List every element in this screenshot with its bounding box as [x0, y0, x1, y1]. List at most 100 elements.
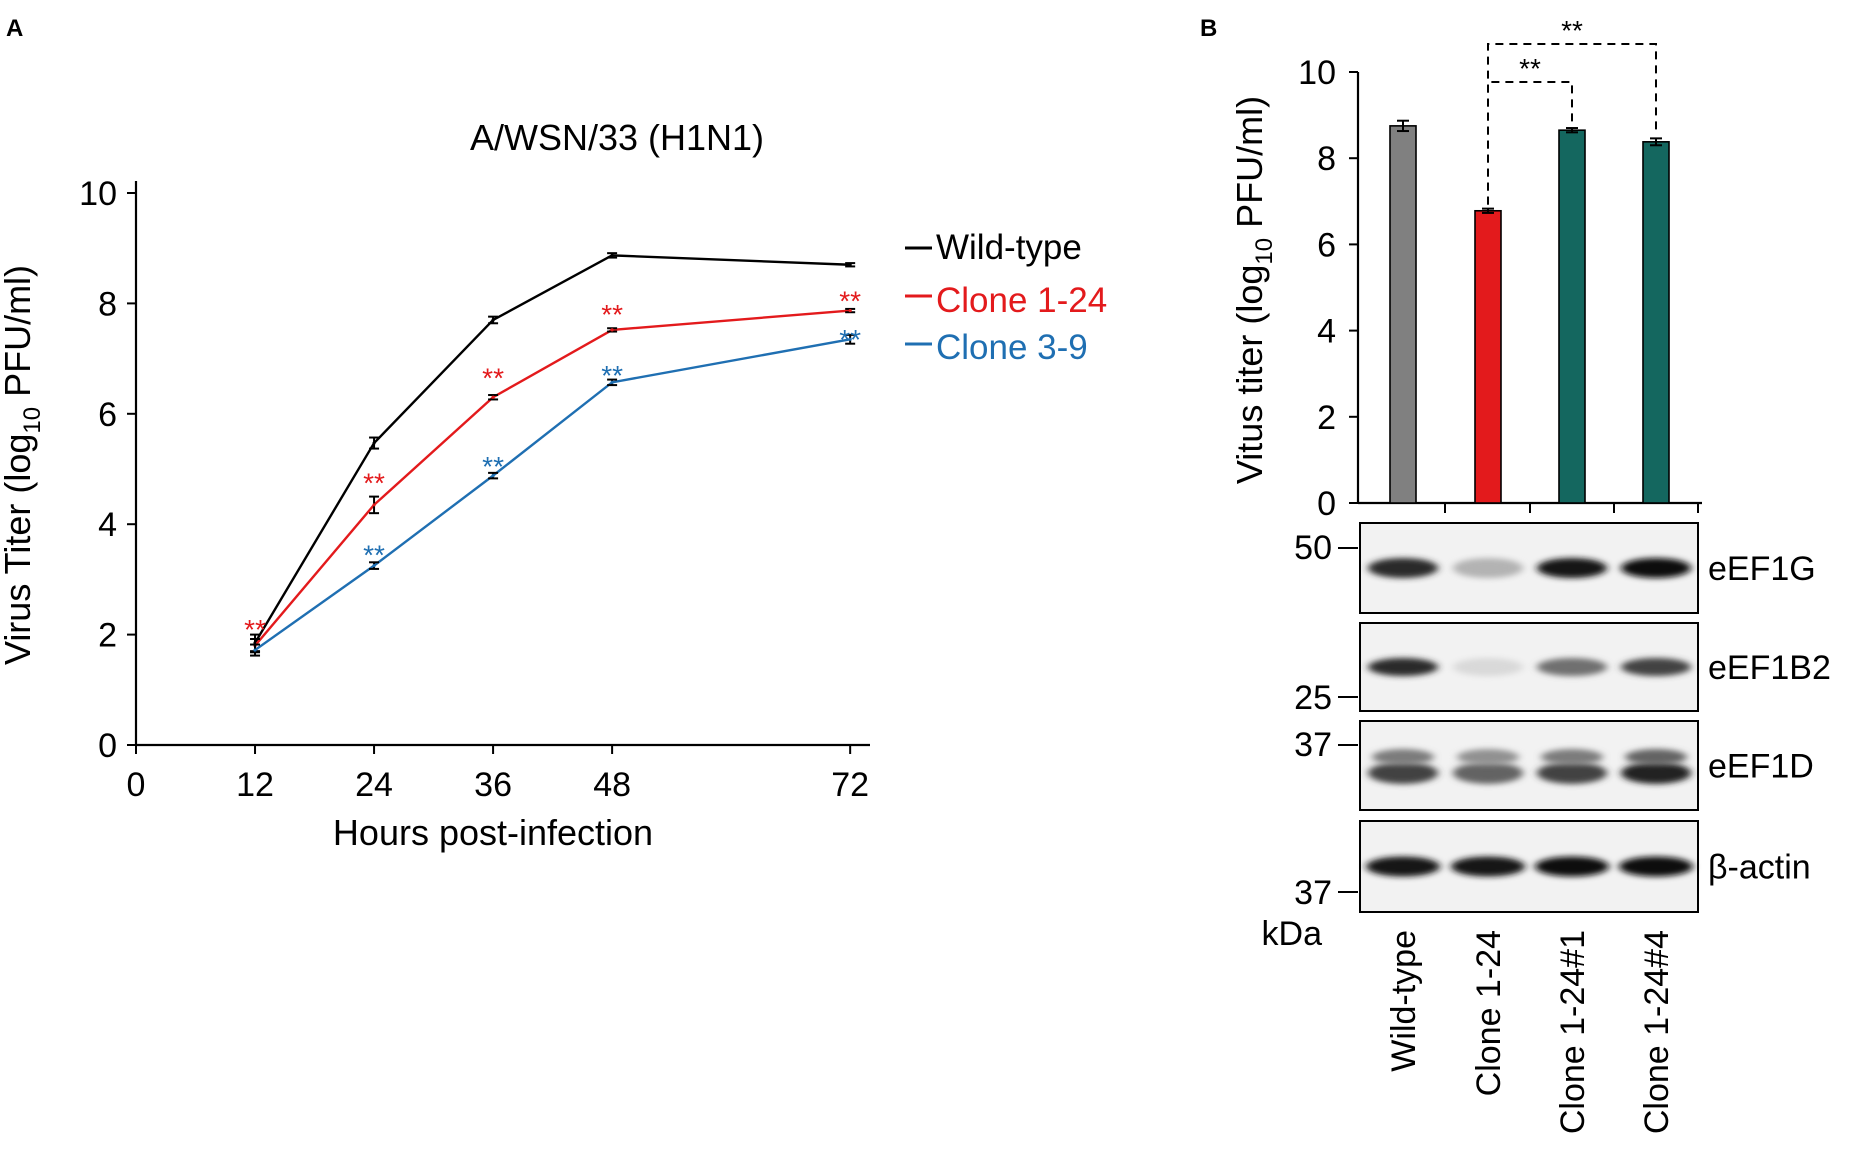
y-tick-label: 4 [1317, 313, 1336, 351]
blot-band [1368, 762, 1438, 784]
blot-band [1537, 658, 1607, 676]
blot-band [1453, 558, 1523, 578]
panel-b-significance: ** ** [1487, 15, 1657, 205]
blot-band-upper [1625, 749, 1687, 765]
panel-b-lane-labels: Wild-type Clone 1-24 Clone 1-24#1 Clone 1-2… [1385, 930, 1676, 1134]
y-tick-label: 4 [98, 506, 117, 544]
y-tick-label: 6 [98, 396, 117, 434]
panel-a-title: A/WSN/33 (H1N1) [470, 117, 764, 158]
panel-b-y-ticks: 0 2 4 6 8 10 [1298, 54, 1358, 523]
panel-a-y-ticks: 0 2 4 6 8 10 [79, 175, 136, 765]
data-point [610, 253, 614, 257]
y-tick-label: 10 [1298, 54, 1336, 92]
data-point [610, 328, 614, 332]
blot-band [1619, 856, 1693, 877]
series-line-wild-type [253, 254, 851, 644]
data-point [491, 395, 495, 399]
blot-band-upper [1372, 749, 1434, 765]
blot-band-upper [1457, 749, 1519, 765]
blot-protein-label: eEF1B2 [1708, 649, 1831, 687]
significance-marker: ** [601, 360, 623, 391]
x-tick-label: 24 [355, 766, 393, 804]
bar-clone-1-24-1 [1558, 129, 1586, 504]
y-tick-label: 2 [1317, 399, 1336, 437]
significance-bracket [1487, 43, 1657, 205]
significance-marker: ** [363, 539, 385, 570]
blot-row-actin: β-actin 37 [1294, 820, 1811, 913]
western-blot: eEF1G 50 eEF1B2 25 eEF1D 37 β-actin 37 [1294, 522, 1831, 913]
panel-b-letter: B [1200, 15, 1217, 42]
series-line-clone-1-24 [254, 309, 851, 647]
legend-label-wild-type: Wild-type [936, 228, 1082, 267]
marker-label: 37 [1294, 726, 1332, 764]
blot-row-eef1g: eEF1G 50 [1294, 522, 1816, 614]
data-point [491, 318, 495, 322]
blot-protein-label: eEF1D [1708, 748, 1814, 786]
lane-label-wild-type: Wild-type [1385, 930, 1423, 1072]
series-clone-3-9 [250, 333, 856, 657]
y-tick-label: 10 [79, 175, 117, 213]
significance-marker: ** [1519, 53, 1541, 84]
legend-label-clone-1-24: Clone 1-24 [936, 281, 1107, 320]
blot-band [1537, 762, 1607, 784]
series-clone-1-24 [250, 307, 856, 654]
panel-a-letter: A [6, 15, 23, 42]
y-tick-label: 2 [98, 617, 117, 655]
blot-protein-label: eEF1G [1708, 550, 1816, 588]
panel-a-significance: ** ** ** ** ** ** ** ** ** [244, 285, 861, 644]
x-tick-label: 72 [831, 766, 869, 804]
significance-marker: ** [244, 614, 266, 645]
blot-band [1453, 762, 1523, 784]
blot-band [1366, 856, 1440, 877]
legend-label-clone-3-9: Clone 3-9 [936, 328, 1088, 367]
blot-band-upper [1541, 749, 1603, 765]
panel-b-x-category-ticks [1444, 503, 1699, 513]
y-tick-label: 8 [1317, 140, 1336, 178]
bar-clone-1-24-4 [1642, 141, 1670, 504]
blot-band [1537, 558, 1607, 578]
panel-a-x-ticks: 0 12 24 36 48 72 [127, 745, 869, 804]
blot-band [1451, 856, 1525, 877]
lane-label-clone-1-24-1: Clone 1-24#1 [1554, 930, 1592, 1134]
blot-protein-label: β-actin [1708, 849, 1811, 887]
lane-label-clone-1-24: Clone 1-24 [1470, 930, 1508, 1096]
panel-a-x-label: Hours post-infection [333, 812, 653, 853]
blot-unit-label: kDa [1262, 915, 1323, 953]
data-point [372, 441, 376, 445]
blot-band [1621, 558, 1691, 578]
blot-band [1453, 658, 1523, 676]
data-point [253, 648, 257, 652]
y-tick-label: 0 [98, 727, 117, 765]
data-point [848, 337, 852, 341]
blot-row-eef1d: eEF1D 37 [1294, 720, 1814, 811]
x-tick-label: 12 [236, 766, 274, 804]
x-tick-label: 36 [474, 766, 512, 804]
panel-a-series [250, 252, 856, 657]
blot-band [1621, 658, 1691, 676]
series-wild-type [250, 252, 856, 653]
bar-clone-1-24 [1474, 209, 1502, 504]
marker-label: 37 [1294, 874, 1332, 912]
significance-marker: ** [839, 285, 861, 316]
y-tick-label: 0 [1317, 485, 1336, 523]
blot-band [1621, 762, 1691, 784]
blot-row-eef1b2: eEF1B2 25 [1294, 622, 1831, 717]
significance-marker: ** [601, 299, 623, 330]
data-point [610, 380, 614, 384]
panel-a-legend: Wild-type Clone 1-24 Clone 3-9 [905, 228, 1107, 367]
data-point [372, 503, 376, 507]
lane-label-clone-1-24-4: Clone 1-24#4 [1638, 930, 1676, 1134]
marker-label: 50 [1294, 529, 1332, 567]
significance-marker: ** [482, 451, 504, 482]
data-point [848, 308, 852, 313]
blot-band [1535, 856, 1609, 877]
significance-marker: ** [363, 468, 385, 499]
y-tick-label: 8 [98, 285, 117, 323]
significance-marker: ** [482, 363, 504, 394]
data-point [848, 263, 852, 267]
panel-a-y-label: Virus Titer (log10 PFU/ml) [0, 265, 46, 665]
y-tick-label: 6 [1317, 226, 1336, 264]
blot-band [1368, 558, 1438, 578]
